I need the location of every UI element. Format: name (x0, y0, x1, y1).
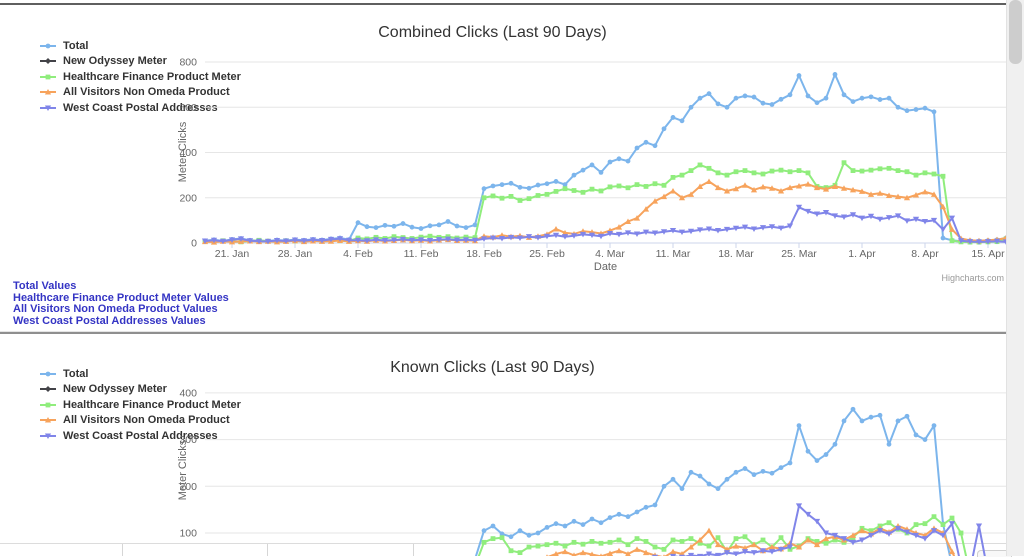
legend-item-all-visitors-non-omeda-product[interactable]: All Visitors Non Omeda Product (40, 85, 241, 101)
svg-text:800: 800 (179, 57, 197, 69)
value-link[interactable]: Total Values (13, 280, 77, 292)
svg-text:100: 100 (179, 528, 197, 540)
legend-marker-icon (40, 417, 56, 423)
legend-marker-icon (40, 371, 56, 377)
svg-text:18. Mar: 18. Mar (718, 248, 754, 260)
legend-item-healthcare-finance-product-meter[interactable]: Healthcare Finance Product Meter (40, 69, 241, 85)
legend-label: New Odyssey Meter (63, 383, 167, 396)
value-link[interactable]: West Coast Postal Addresses Values (13, 314, 206, 327)
series-total (202, 72, 1009, 244)
legend-marker-icon (40, 74, 56, 80)
highcharts-credit-link[interactable]: Highcharts.com (941, 273, 1004, 283)
svg-text:8. Apr: 8. Apr (911, 248, 939, 260)
svg-text:200: 200 (179, 481, 197, 493)
vertical-scrollbar[interactable] (1006, 0, 1024, 556)
combined-clicks-title: Combined Clicks (Last 90 Days) (378, 24, 607, 41)
svg-text:0: 0 (191, 238, 197, 250)
series-west-coast-postal-addresses (201, 204, 1010, 245)
svg-text:21. Jan: 21. Jan (215, 248, 250, 260)
legend-marker-icon (40, 433, 56, 439)
svg-text:600: 600 (179, 102, 197, 114)
legend-marker-icon (40, 105, 56, 111)
svg-text:Date: Date (594, 261, 617, 273)
svg-text:4. Feb: 4. Feb (343, 248, 373, 260)
legend-label: West Coast Postal Addresses (63, 429, 218, 442)
table-column-divider (413, 544, 414, 556)
combined-clicks-chart: 0 200 400 600 800 21. Jan 28. Jan 4. Feb 11. Feb… (177, 57, 1010, 273)
gridlines: 0 200 400 600 800 (179, 57, 1006, 250)
legend-marker-icon (40, 386, 56, 393)
table-top-border (0, 543, 1007, 544)
legend-label: All Visitors Non Omeda Product (63, 414, 230, 427)
legend-item-total[interactable]: Total (40, 38, 241, 54)
legend-marker-icon (40, 58, 56, 65)
series-all-visitors-non-omeda-product (546, 522, 956, 556)
table-column-divider (267, 544, 268, 556)
legend-label: Healthcare Finance Product Meter (63, 398, 241, 411)
known-clicks-title: Known Clicks (Last 90 Days) (390, 359, 595, 376)
legend-label: Total (63, 367, 89, 380)
scrollbar-thumb[interactable] (1009, 0, 1022, 64)
svg-text:400: 400 (179, 387, 197, 399)
svg-text:25. Mar: 25. Mar (781, 248, 817, 260)
svg-text:15. Apr: 15. Apr (971, 248, 1005, 260)
legend-item-new-odyssey-meter[interactable]: New Odyssey Meter (40, 382, 241, 398)
series-total (474, 406, 951, 556)
svg-text:18. Feb: 18. Feb (466, 248, 502, 260)
svg-text:25. Feb: 25. Feb (529, 248, 565, 260)
legend-item-healthcare-finance-product-meter[interactable]: Healthcare Finance Product Meter (40, 397, 241, 413)
svg-text:11. Feb: 11. Feb (404, 248, 439, 260)
legend-label: New Odyssey Meter (63, 55, 167, 68)
svg-text:200: 200 (179, 192, 197, 204)
y-axis-title: Meter Clicks (177, 121, 189, 182)
y-axis-title: Meter Clicks (177, 439, 189, 500)
legend-label: Total (63, 39, 89, 52)
x-axis: 21. Jan 28. Jan 4. Feb 11. Feb 18. Feb 25. Fe… (215, 243, 1005, 273)
legend-item-total[interactable]: Total (40, 366, 241, 382)
legend-item-west-coast-postal-addresses[interactable]: West Coast Postal Addresses (40, 428, 241, 444)
legend-item-all-visitors-non-omeda-product[interactable]: All Visitors Non Omeda Product (40, 413, 241, 429)
legend-item-new-odyssey-meter[interactable]: New Odyssey Meter (40, 54, 241, 70)
section-divider-rule (0, 331, 1007, 334)
value-links: Total Values Healthcare Finance Product M… (13, 280, 229, 327)
known-clicks-legend: Total New Odyssey Meter Healthcare Finance… (40, 366, 241, 444)
svg-text:1. Apr: 1. Apr (848, 248, 876, 260)
svg-text:4. Mar: 4. Mar (595, 248, 625, 260)
svg-text:300: 300 (179, 434, 197, 446)
svg-text:400: 400 (179, 147, 197, 159)
known-clicks-chart: 100 200 300 400 Meter Clicks (177, 387, 1006, 556)
legend-item-west-coast-postal-addresses[interactable]: West Coast Postal Addresses (40, 100, 241, 116)
series-west-coast-postal-addresses (651, 503, 986, 556)
legend-label: West Coast Postal Addresses (63, 101, 218, 114)
value-link[interactable]: All Visitors Non Omeda Product Values (13, 303, 218, 316)
combined-clicks-legend: Total New Odyssey Meter Healthcare Finance… (40, 38, 241, 116)
legend-marker-icon (40, 89, 56, 95)
svg-text:28. Jan: 28. Jan (278, 248, 313, 260)
gridlines: 100 200 300 400 (179, 387, 1006, 540)
legend-marker-icon (40, 43, 56, 49)
legend-marker-icon (40, 402, 56, 408)
legend-label: All Visitors Non Omeda Product (63, 86, 230, 99)
top-divider-rule (0, 3, 1007, 5)
value-link[interactable]: Healthcare Finance Product Meter Values (13, 291, 229, 304)
table-column-divider (122, 544, 123, 556)
legend-label: Healthcare Finance Product Meter (63, 70, 241, 83)
svg-text:11. Mar: 11. Mar (656, 248, 691, 260)
